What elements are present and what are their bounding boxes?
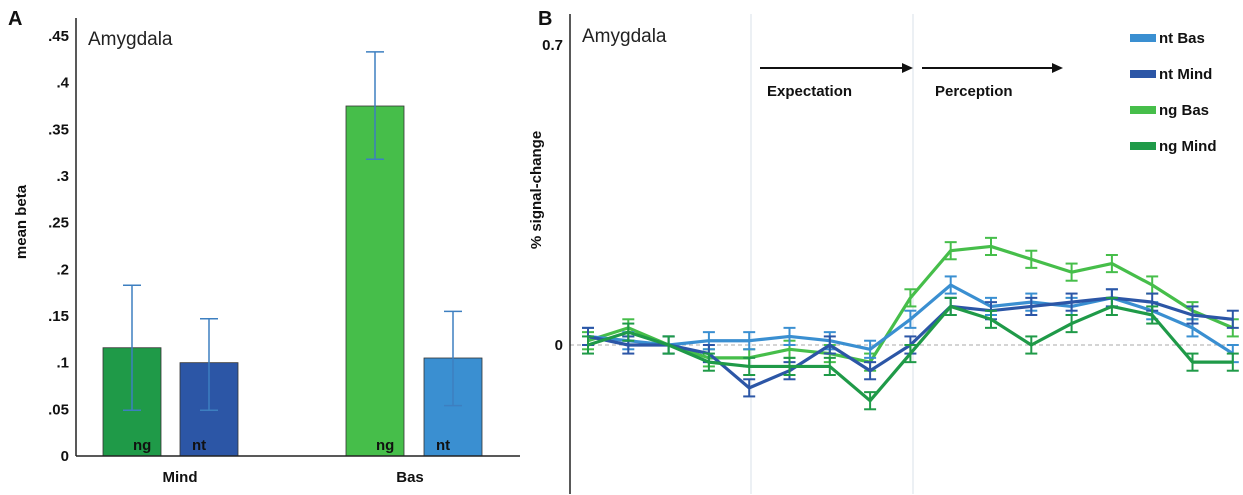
panel-a-y-tick-label: .25 xyxy=(48,215,69,232)
bar-bas-ng xyxy=(345,105,405,457)
legend-swatch xyxy=(1130,70,1156,78)
data-point-error-bar xyxy=(783,326,796,346)
legend-swatch xyxy=(1130,106,1156,114)
data-point-error-bar xyxy=(904,344,917,364)
bar-inner-label: ng xyxy=(376,437,394,454)
category-label-bas: Bas xyxy=(396,469,424,486)
data-point-error-bar xyxy=(1065,262,1078,282)
panel-a-category-labels: Mind Bas xyxy=(163,469,424,486)
panel-a-y-tick-label: .15 xyxy=(48,308,69,325)
data-point-error-bar xyxy=(985,236,997,256)
legend-swatch xyxy=(1130,34,1156,42)
data-point-error-bar xyxy=(783,356,796,376)
panel-b-line-chart: B Amygdala % signal-change Expectation P… xyxy=(528,8,1239,494)
bar-inner-label: nt xyxy=(192,437,206,454)
panel-a-y-tick-label: .45 xyxy=(48,28,69,45)
error-bar xyxy=(444,310,462,407)
panel-b-legend: nt Bas nt Mind ng Bas ng Mind xyxy=(1130,30,1216,155)
panel-b-y-tick-label: 0.7 xyxy=(542,37,563,54)
legend-item: ng Mind xyxy=(1130,138,1216,155)
data-point-error-bar xyxy=(743,378,756,398)
data-point-error-bar xyxy=(1105,254,1118,274)
panel-b-series xyxy=(582,236,1239,411)
legend-item: ng Bas xyxy=(1130,102,1209,119)
panel-a-y-tick-label: 0 xyxy=(61,448,69,465)
data-point-error-bar xyxy=(1186,352,1199,372)
data-point-error-bar xyxy=(702,352,715,372)
data-point-error-bar xyxy=(864,361,877,381)
data-point-error-bar xyxy=(944,296,957,316)
data-point-error-bar xyxy=(944,241,957,261)
data-point-error-bar xyxy=(985,309,997,329)
data-point-error-bar xyxy=(1025,335,1038,355)
data-point-error-bar xyxy=(1146,305,1159,325)
panel-b-y-ticks: 00.7 xyxy=(542,37,563,354)
data-point-error-bar xyxy=(743,331,756,351)
error-bar xyxy=(123,284,141,412)
expectation-arrow xyxy=(760,63,913,73)
panel-b-y-tick-label: 0 xyxy=(555,337,563,354)
data-point-error-bar xyxy=(864,391,877,411)
data-point-error-bar xyxy=(1105,296,1118,316)
category-label-mind: Mind xyxy=(163,469,198,486)
panel-a-title: Amygdala xyxy=(88,29,173,50)
phase-label-expectation: Expectation xyxy=(767,83,852,100)
panel-a-y-tick-label: .35 xyxy=(48,121,69,138)
data-point-error-bar xyxy=(662,335,675,355)
phase-label-perception: Perception xyxy=(935,83,1013,100)
data-point-error-bar xyxy=(582,335,594,355)
panel-a-y-axis-title: mean beta xyxy=(13,184,30,259)
legend-label: ng Bas xyxy=(1159,102,1209,119)
series-ng-mind xyxy=(582,296,1239,411)
panel-a-y-ticks: 0 .05 .1 .15 .2 .25 .3 .35 .4 .45 xyxy=(48,28,70,465)
error-bar xyxy=(200,318,218,412)
data-point-error-bar xyxy=(1226,352,1239,372)
bar-inner-label: nt xyxy=(436,437,450,454)
data-point-error-bar xyxy=(904,309,917,329)
data-point-error-bar xyxy=(944,275,957,295)
panel-b-y-axis-title: % signal-change xyxy=(528,131,545,249)
panel-a-y-tick-label: .05 xyxy=(48,401,69,418)
data-point-error-bar xyxy=(743,356,756,376)
legend-item: nt Bas xyxy=(1130,30,1205,47)
panel-a-bars: ng nt ng nt xyxy=(102,51,483,457)
legend-label: nt Mind xyxy=(1159,66,1212,83)
legend-swatch xyxy=(1130,142,1156,150)
data-point-error-bar xyxy=(823,356,836,376)
panel-b-letter: B xyxy=(538,8,552,30)
data-point-error-bar xyxy=(622,322,635,342)
panel-a-y-tick-label: .1 xyxy=(56,355,69,372)
data-point-error-bar xyxy=(1065,292,1078,312)
data-point-error-bar xyxy=(1226,309,1239,329)
data-point-error-bar xyxy=(1025,249,1038,269)
panel-b-title: Amygdala xyxy=(582,26,667,47)
data-point-error-bar xyxy=(1065,314,1078,334)
bar-inner-label: ng xyxy=(133,437,151,454)
legend-label: ng Mind xyxy=(1159,138,1216,155)
panel-a-y-tick-label: .3 xyxy=(56,168,69,185)
legend-label: nt Bas xyxy=(1159,30,1205,47)
data-point-error-bar xyxy=(1025,296,1038,316)
legend-item: nt Mind xyxy=(1130,66,1212,83)
data-point-error-bar xyxy=(823,335,836,355)
panel-a-y-tick-label: .2 xyxy=(56,261,69,278)
error-bar xyxy=(366,51,384,160)
data-point-error-bar xyxy=(864,339,877,359)
panel-a-y-tick-label: .4 xyxy=(56,75,69,92)
data-point-error-bar xyxy=(904,288,917,308)
data-point-error-bar xyxy=(1186,305,1199,325)
panel-a-letter: A xyxy=(8,8,22,30)
perception-arrow xyxy=(922,63,1063,73)
data-point-error-bar xyxy=(1146,275,1159,295)
panel-a-bar-chart: A Amygdala mean beta 0 .05 .1 .15 .2 .25 .3 .35… xyxy=(8,8,520,486)
